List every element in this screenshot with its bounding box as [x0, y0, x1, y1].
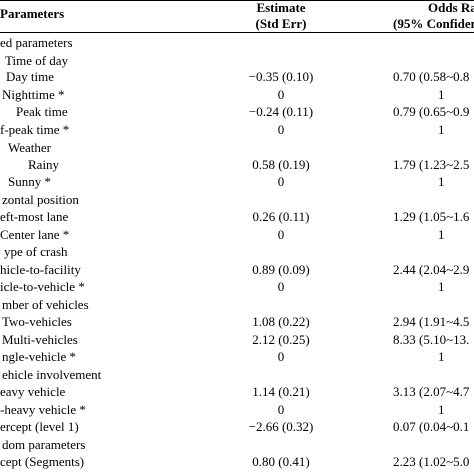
odds-ratio-cell: 2.44 (2.04~2.9 — [393, 262, 470, 277]
parameter-cell: Time of day — [5, 53, 69, 68]
table-row: icle-to-vehicle * 0 1 — [0, 278, 474, 296]
header-parameters: Parameters — [0, 6, 65, 21]
estimate-cell: 0 — [277, 279, 285, 294]
table-row: Rainy 0.58 (0.19) 1.79 (1.23~2.5 — [0, 156, 474, 174]
odds-ratio-cell: 1 — [438, 227, 445, 242]
estimate-cell: 0.26 (0.11) — [252, 209, 310, 224]
estimate-cell: 0.80 (0.41) — [252, 454, 310, 469]
parameter-cell: Sunny * — [8, 174, 51, 189]
odds-ratio-cell: 1 — [438, 87, 445, 102]
estimate-cell: 1.14 (0.21) — [252, 384, 310, 399]
table-row: ercept (level 1) −2.66 (0.32) 0.07 (0.04~0… — [0, 418, 474, 436]
table-row: ehicle involvement — [0, 366, 474, 384]
odds-ratio-cell: 0.70 (0.58~0.8 — [393, 69, 470, 84]
parameter-cell: f-peak time * — [0, 122, 70, 137]
parameter-cell: Nighttime * — [2, 87, 65, 102]
parameter-cell: hicle-to-facility — [0, 262, 81, 277]
odds-ratio-cell: 1 — [438, 174, 445, 189]
odds-ratio-cell: 1 — [438, 279, 445, 294]
table-row: Day time −0.35 (0.10) 0.70 (0.58~0.8 — [0, 68, 474, 86]
parameter-cell: icle-to-vehicle * — [0, 279, 85, 294]
parameter-cell: Peak time — [16, 104, 68, 119]
table-row: zontal position — [0, 191, 474, 209]
table-row: Time of day — [0, 52, 474, 70]
table-row: cept (Segments) 0.80 (0.41) 2.23 (1.02~5.0 — [0, 453, 474, 471]
parameter-cell: Day time — [6, 69, 55, 84]
parameter-cell: eavy vehicle — [0, 384, 66, 399]
table-row: Peak time −0.24 (0.11) 0.79 (0.65~0.9 — [0, 103, 474, 121]
top-rule — [0, 0, 474, 1]
odds-ratio-cell: 2.23 (1.02~5.0 — [393, 454, 470, 469]
estimate-cell: −0.35 (0.10) — [248, 69, 314, 84]
parameter-cell: ehicle involvement — [2, 367, 102, 382]
header-or-line1: Odds Ratio — [428, 0, 474, 15]
estimate-cell: 0 — [277, 87, 285, 102]
parameter-cell: Two-vehicles — [2, 314, 72, 329]
estimate-cell: −2.66 (0.32) — [248, 419, 314, 434]
odds-ratio-cell: 0.07 (0.04~0.1 — [393, 419, 470, 434]
header-odds-ratio: Odds Ratio (95% Confidence I — [393, 0, 474, 32]
parameter-cell: ed parameters — [0, 35, 73, 50]
table-row: ed parameters — [0, 34, 474, 52]
odds-ratio-cell: 1 — [438, 122, 445, 137]
table-row: -heavy vehicle * 0 1 — [0, 401, 474, 419]
odds-ratio-cell: 1 — [438, 402, 445, 417]
table-row: eavy vehicle 1.14 (0.21) 3.13 (2.07~4.7 — [0, 383, 474, 401]
table-row: hicle-to-facility 0.89 (0.09) 2.44 (2.04~2… — [0, 261, 474, 279]
table-row: eft-most lane 0.26 (0.11) 1.29 (1.05~1.6 — [0, 208, 474, 226]
header-rule — [0, 32, 474, 33]
estimate-cell: 1.08 (0.22) — [252, 314, 310, 329]
parameter-cell: ype of crash — [4, 244, 68, 259]
table-row: f-peak time * 0 1 — [0, 121, 474, 139]
table-row: ngle-vehicle * 0 1 — [0, 348, 474, 366]
estimate-cell: 0.58 (0.19) — [252, 157, 310, 172]
estimate-cell: 0.89 (0.09) — [252, 262, 310, 277]
parameter-cell: ngle-vehicle * — [2, 349, 76, 364]
table-row: Two-vehicles 1.08 (0.22) 2.94 (1.91~4.5 — [0, 313, 474, 331]
parameter-cell: Center lane * — [0, 227, 70, 242]
parameter-cell: Weather — [8, 140, 51, 155]
estimate-cell: −0.24 (0.11) — [248, 104, 314, 119]
estimate-cell: 0 — [277, 402, 285, 417]
table-row: Sunny * 0 1 — [0, 173, 474, 191]
odds-ratio-cell: 3.13 (2.07~4.7 — [393, 384, 470, 399]
estimate-cell: 0 — [277, 349, 285, 364]
estimate-cell: 0 — [277, 227, 285, 242]
estimate-cell: 0 — [277, 174, 285, 189]
estimate-cell: 0 — [277, 122, 285, 137]
table-row: Multi-vehicles 2.12 (0.25) 8.33 (5.10~13. — [0, 331, 474, 349]
odds-ratio-cell: 1 — [438, 349, 445, 364]
table-row: ype of crash — [0, 243, 474, 261]
parameter-cell: mber of vehicles — [2, 297, 89, 312]
table-row: dom parameters — [0, 436, 474, 454]
header-estimate-line1: Estimate — [256, 0, 306, 15]
header-estimate-line2: (Std Err) — [255, 16, 307, 31]
table-row: Weather — [0, 139, 474, 157]
parameter-cell: zontal position — [2, 192, 79, 207]
odds-ratio-cell: 8.33 (5.10~13. — [393, 332, 470, 347]
parameter-cell: -heavy vehicle * — [0, 402, 86, 417]
estimate-cell: 2.12 (0.25) — [252, 332, 310, 347]
parameter-cell: Rainy — [28, 157, 60, 172]
parameter-cell: Multi-vehicles — [2, 332, 78, 347]
parameter-cell: dom parameters — [2, 437, 86, 452]
parameter-cell: ercept (level 1) — [0, 419, 79, 434]
parameter-cell: cept (Segments) — [0, 454, 85, 469]
header-or-line2: (95% Confidence I — [393, 16, 474, 31]
odds-ratio-cell: 1.79 (1.23~2.5 — [393, 157, 470, 172]
table-row: Nighttime * 0 1 — [0, 86, 474, 104]
parameter-cell: eft-most lane — [0, 209, 69, 224]
odds-ratio-cell: 0.79 (0.65~0.9 — [393, 104, 470, 119]
odds-ratio-cell: 2.94 (1.91~4.5 — [393, 314, 470, 329]
table-row: mber of vehicles — [0, 296, 474, 314]
odds-ratio-cell: 1.29 (1.05~1.6 — [393, 209, 470, 224]
header-estimate: Estimate (Std Err) — [206, 0, 356, 32]
table-row: Center lane * 0 1 — [0, 226, 474, 244]
